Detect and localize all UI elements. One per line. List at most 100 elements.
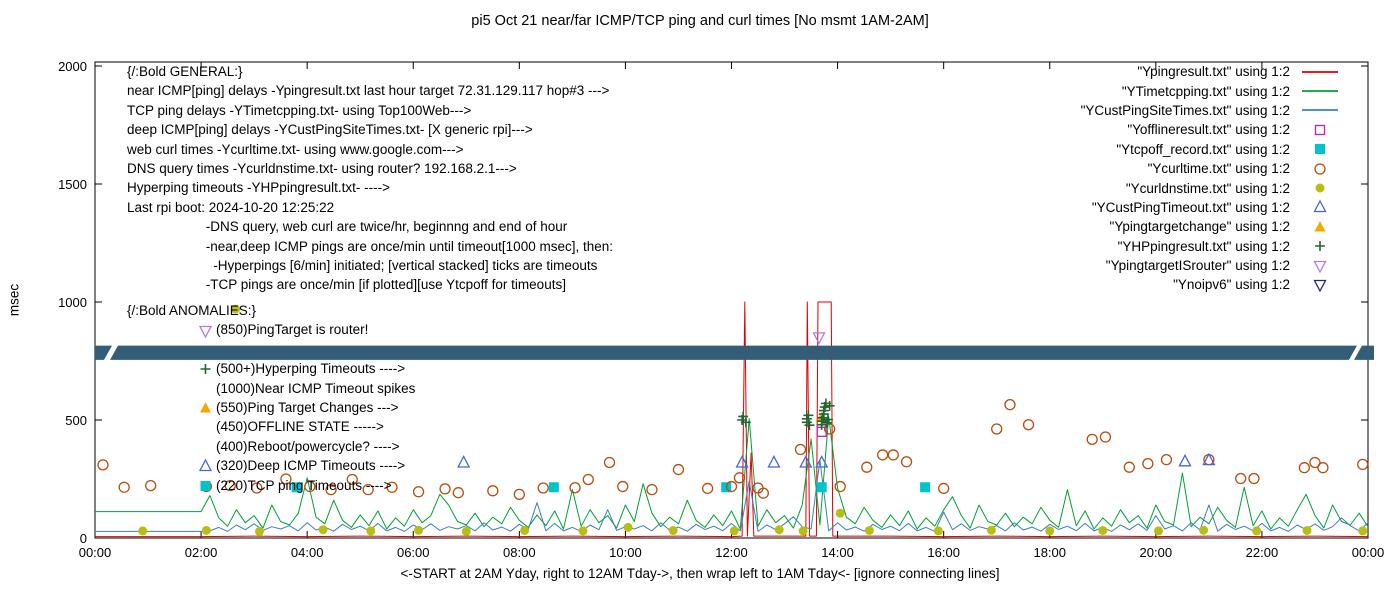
legend-entry: "YpingtargetISrouter" using 1:2 <box>1081 256 1342 275</box>
svg-text:2000: 2000 <box>58 59 87 74</box>
plus-sample-icon <box>1315 241 1325 252</box>
legend-entry: "Ycurldnstime.txt" using 1:2 <box>1081 178 1342 197</box>
anomaly-text: (500+)Hyperping Timeouts ----> <box>216 361 406 377</box>
series-YCustPingTimeout-txt <box>457 452 1216 468</box>
anomalies-items: (850)PingTarget is router! (500+)Hyperpin… <box>198 320 415 495</box>
svg-text:00:00: 00:00 <box>1352 545 1385 560</box>
series-YHPpingresult-txt <box>737 398 835 431</box>
anomaly-text: (220)TCP ping Timeouts ----> <box>216 477 392 493</box>
legend-label: "YHPpingresult.txt" using 1:2 <box>1117 238 1290 254</box>
general-line: Last rpi boot: 2024-10-20 12:25:22 <box>127 199 335 215</box>
anomaly-text: (850)PingTarget is router! <box>216 322 369 338</box>
general-line: web curl times -Ycurltime.txt- using www… <box>127 141 464 157</box>
svg-text:06:00: 06:00 <box>397 545 430 560</box>
legend-label: "YTimetcpping.txt" using 1:2 <box>1121 83 1290 99</box>
anomaly-item: (850)PingTarget is router! <box>198 320 415 339</box>
x-axis-caption: <-START at 2AM Yday, right to 12AM Tday-… <box>400 566 1000 581</box>
general-line: {/:Bold GENERAL:} <box>127 64 243 79</box>
general-line: deep ICMP[ping] delays -YCustPingSiteTim… <box>127 122 533 138</box>
anomaly-item: (220)TCP ping Timeouts ----> <box>198 476 415 495</box>
legend-label: "YCustPingTimeout.txt" using 1:2 <box>1091 199 1290 215</box>
legend-entry: "Ynoipv6" using 1:2 <box>1081 275 1342 294</box>
anomaly-text: (550)Ping Target Changes ---> <box>216 399 399 415</box>
series-Ycurltime-txt <box>97 399 1369 500</box>
anomalies-header: {/:Bold ANOMALIES:} <box>127 303 257 318</box>
legend-label: "Ycurltime.txt" using 1:2 <box>1147 161 1290 177</box>
svg-text:02:00: 02:00 <box>185 545 218 560</box>
svg-text:10:00: 10:00 <box>609 545 642 560</box>
triangle-down-open-sample-icon <box>1313 279 1327 293</box>
legend-entry: "YCustPingTimeout.txt" using 1:2 <box>1081 198 1342 217</box>
svg-text:0: 0 <box>80 531 87 546</box>
general-line: -near,deep ICMP pings are once/min until… <box>127 238 613 254</box>
legend-entry: "YHPpingresult.txt" using 1:2 <box>1081 237 1342 256</box>
legend-entry: "Ytcpoff_record.txt" using 1:2 <box>1081 140 1342 159</box>
legend-label: "YCustPingSiteTimes.txt" using 1:2 <box>1080 102 1290 118</box>
y-axis-label: msec <box>6 283 22 317</box>
anomaly-item: (500+)Hyperping Timeouts ----> <box>198 359 415 378</box>
legend-label: "YpingtargetISrouter" using 1:2 <box>1105 258 1290 274</box>
svg-text:12:00: 12:00 <box>715 545 748 560</box>
legend-entry: "Yofflineresult.txt" using 1:2 <box>1081 120 1342 139</box>
svg-text:22:00: 22:00 <box>1246 545 1279 560</box>
spacer <box>198 381 213 396</box>
legend-entry: "Ypingtargetchange" using 1:2 <box>1081 217 1342 236</box>
anomaly-item: (400)Reboot/powercycle? ----> <box>198 437 415 456</box>
svg-text:1500: 1500 <box>58 177 87 192</box>
svg-text:00:00: 00:00 <box>79 545 112 560</box>
line-sample-icon <box>1302 90 1338 92</box>
square-filled-icon <box>200 480 211 491</box>
line-sample-icon <box>1302 109 1338 112</box>
series-YCustPingSiteTimes-txt <box>95 459 1369 532</box>
svg-text:14:00: 14:00 <box>821 545 854 560</box>
general-line: near ICMP[ping] delays -Ypingresult.txt … <box>127 83 610 99</box>
legend-label: "Ynoipv6" using 1:2 <box>1173 277 1290 293</box>
general-line: Hyperping timeouts -YHPpingresult.txt- -… <box>127 180 390 196</box>
anomaly-item: (320)Deep ICMP Timeouts ----> <box>198 456 415 475</box>
svg-text:08:00: 08:00 <box>503 545 536 560</box>
anomaly-item: (1000)Near ICMP Timeout spikes <box>198 379 415 398</box>
series-YTimetcpping-txt <box>95 416 1369 530</box>
y-ticks: 0 500 1000 1500 2000 <box>58 59 1368 546</box>
legend-entry: "YTimetcpping.txt" using 1:2 <box>1081 81 1342 100</box>
general-annotation-block: {/:Bold GENERAL:} near ICMP[ping] delays … <box>127 62 613 295</box>
general-line: -DNS query, web curl are twice/hr, begin… <box>127 219 568 235</box>
triangle-filled-sample-icon <box>1314 220 1326 232</box>
triangle-filled-icon <box>200 402 211 413</box>
triangle-down-open-sample-icon <box>1313 260 1327 273</box>
legend-entry: "Ypingresult.txt" using 1:2 <box>1081 62 1342 81</box>
svg-text:04:00: 04:00 <box>291 545 324 560</box>
legend-label: "Yofflineresult.txt" using 1:2 <box>1127 122 1290 138</box>
circle-filled-sample-icon <box>1315 183 1325 193</box>
svg-text:500: 500 <box>65 413 87 428</box>
general-line: -Hyperpings [6/min] initiated; [vertical… <box>127 258 598 274</box>
legend-label: "Ytcpoff_record.txt" using 1:2 <box>1116 141 1290 157</box>
square-filled-sample-icon <box>1315 144 1325 155</box>
legend-entry: "YCustPingSiteTimes.txt" using 1:2 <box>1081 101 1342 120</box>
triangle-open-sample-icon <box>1313 200 1327 213</box>
series-YpingtargetISrouter <box>812 332 826 345</box>
anomaly-text: (1000)Near ICMP Timeout spikes <box>216 380 416 396</box>
anomaly-item: (550)Ping Target Changes ---> <box>198 398 415 417</box>
anomaly-text: (400)Reboot/powercycle? ----> <box>216 438 400 454</box>
general-line: DNS query times -Ycurldnstime.txt- using… <box>127 161 517 177</box>
series-Ypingresult-txt <box>95 301 1369 538</box>
line-sample-icon <box>1302 70 1338 73</box>
redaction-band <box>95 345 1374 360</box>
spacer <box>198 342 213 357</box>
legend-entry: "Ycurltime.txt" using 1:2 <box>1081 159 1342 178</box>
triangle-down-open-icon <box>198 325 213 338</box>
x-ticks: 00:00 02:00 04:00 06:00 08:00 10:00 12:00 14:00… <box>79 62 1385 560</box>
legend-label: "Ycurldnstime.txt" using 1:2 <box>1125 180 1290 196</box>
anomaly-item <box>198 340 415 359</box>
triangle-open-icon <box>198 458 213 472</box>
legend-label: "Ypingtargetchange" using 1:2 <box>1109 219 1290 235</box>
legend-label: "Ypingresult.txt" using 1:2 <box>1137 64 1290 80</box>
anomalies-annotation-block: {/:Bold ANOMALIES:} (850)PingTarget is r… <box>127 301 415 495</box>
anomaly-text: (450)OFFLINE STATE -----> <box>216 419 384 435</box>
anomaly-item: (450)OFFLINE STATE -----> <box>198 417 415 436</box>
general-line: -TCP pings are once/min [if plotted][use… <box>127 277 566 293</box>
square-open-sample-icon <box>1314 124 1326 136</box>
plus-icon <box>200 364 211 375</box>
